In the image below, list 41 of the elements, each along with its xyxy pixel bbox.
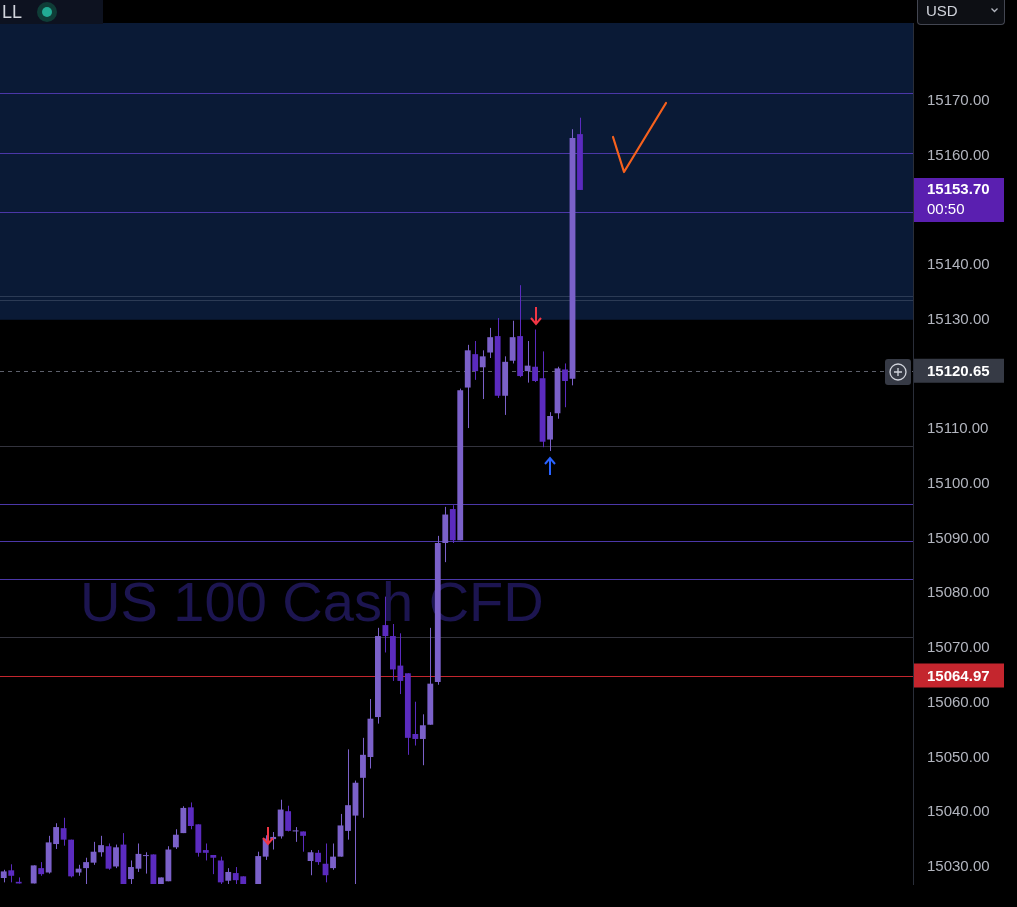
- y-tick-label: 15110.00: [927, 419, 989, 437]
- candlestick: [509, 320, 516, 364]
- y-tick-label: 15090.00: [927, 528, 990, 546]
- candlestick: [562, 362, 568, 408]
- y-tick-label: 15060.00: [927, 692, 990, 710]
- candlestick: [98, 835, 104, 858]
- candlestick: [285, 805, 292, 832]
- candlestick: [472, 340, 479, 381]
- candlestick: [419, 713, 426, 766]
- candlestick: [128, 859, 134, 885]
- y-tick-label: 15170.00: [927, 90, 990, 108]
- candlestick: [217, 856, 224, 885]
- candlestick: [547, 411, 553, 452]
- text: 00:50: [927, 200, 965, 218]
- candlestick: [60, 817, 67, 847]
- candlestick: [487, 327, 494, 359]
- text: 15153.70: [927, 180, 990, 198]
- y-tick-label: 15050.00: [927, 747, 990, 765]
- candlestick: [113, 844, 119, 869]
- candlestick: [360, 737, 366, 819]
- candlestick: [172, 828, 179, 850]
- y-tick-label: 15080.00: [927, 583, 990, 601]
- candlestick: [330, 843, 336, 871]
- text: USD: [926, 2, 958, 19]
- y-tick-label: 15040.00: [927, 802, 990, 820]
- ref-line-label: 15064.97: [927, 666, 990, 684]
- y-tick-label: 15030.00: [927, 857, 990, 875]
- ref-line-label: 15120.65: [927, 361, 990, 379]
- y-tick-label: 15070.00: [927, 638, 990, 656]
- candlestick: [83, 857, 89, 885]
- candlestick: [143, 851, 149, 875]
- candlestick: [524, 340, 531, 384]
- y-tick-label: 15100.00: [927, 474, 990, 492]
- y-tick-label: 15130.00: [927, 309, 990, 327]
- candlestick: [8, 863, 15, 883]
- y-tick-label: 15140.00: [927, 255, 990, 273]
- candlestick: [292, 826, 299, 843]
- candlestick: [300, 830, 307, 853]
- candlestick: [532, 329, 538, 383]
- candlestick: [479, 349, 486, 400]
- y-tick-label: 15160.00: [927, 145, 990, 163]
